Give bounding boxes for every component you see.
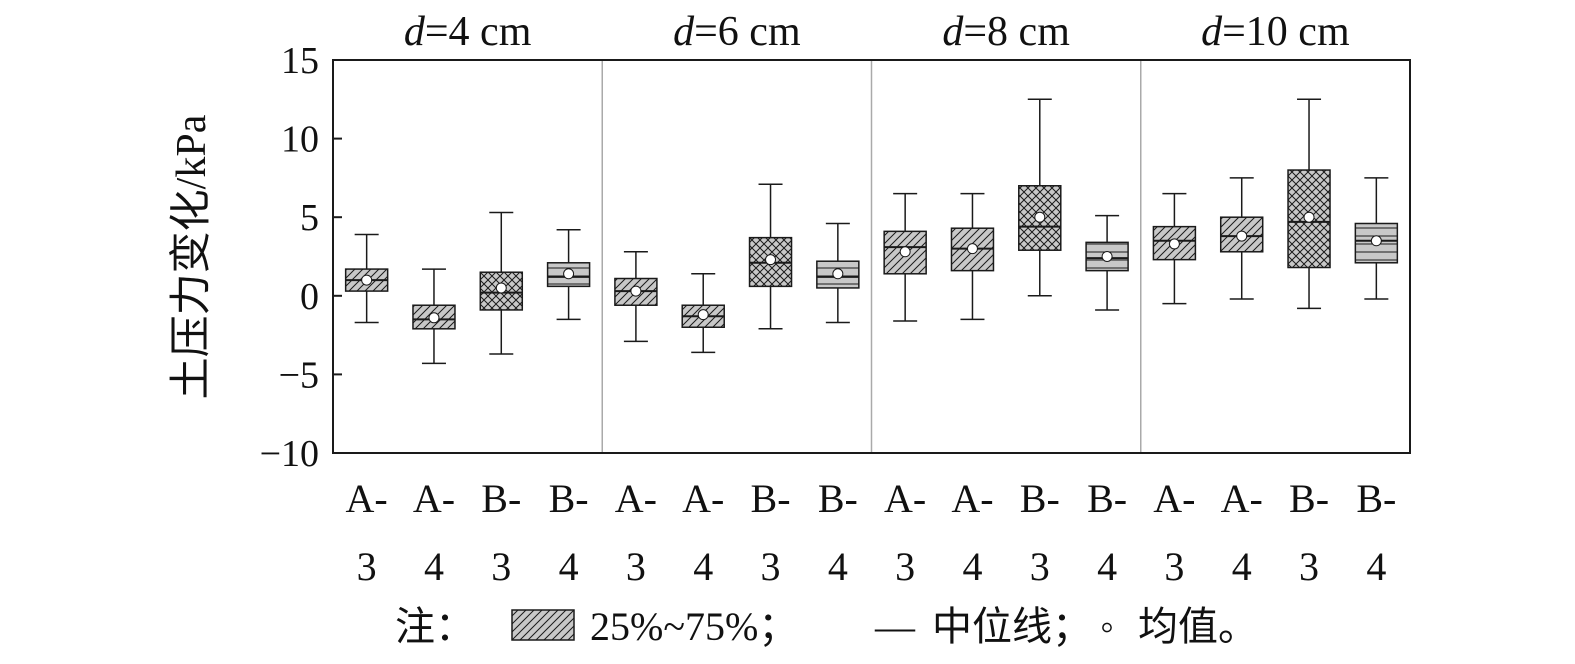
group-label: d=8 cm	[942, 9, 1070, 55]
mean-marker	[1236, 230, 1248, 242]
group-label-var: d	[1201, 9, 1223, 55]
box-item	[816, 222, 860, 324]
x-tick-label-top: B-	[1356, 476, 1396, 521]
box-item	[614, 251, 658, 343]
x-tick-label-top: B-	[481, 476, 521, 521]
x-tick-label-bottom: 3	[491, 544, 511, 589]
x-tick-label-top: A-	[413, 476, 455, 521]
x-tick-label-bottom: 3	[895, 544, 915, 589]
x-tick-label-bottom: 3	[1030, 544, 1050, 589]
box-item	[412, 268, 456, 365]
box-item	[1018, 98, 1062, 297]
group-label-var: d	[404, 9, 426, 55]
y-tick-label: −5	[279, 354, 319, 396]
mean-marker	[1101, 251, 1113, 262]
group-label: d=10 cm	[1201, 9, 1350, 55]
mean-marker	[563, 268, 575, 280]
group-label-value: =10 cm	[1222, 9, 1350, 55]
y-tick-label: −10	[260, 433, 319, 475]
mean-marker	[765, 254, 777, 266]
mean-marker	[832, 268, 844, 280]
x-tick-label-top: A-	[346, 476, 388, 521]
x-tick-label-bottom: 3	[1164, 544, 1184, 589]
x-tick-label-bottom: 4	[1232, 544, 1252, 589]
group-label-value: =8 cm	[963, 9, 1070, 55]
box-iqr	[816, 260, 860, 289]
box-item	[546, 229, 591, 321]
group-label-var: d	[942, 9, 964, 55]
box-item	[748, 183, 793, 330]
group-label-var: d	[673, 9, 695, 55]
x-tick-label-bottom: 4	[559, 544, 579, 589]
y-tick-label: 5	[300, 197, 319, 239]
note-prefix: 注：	[395, 604, 475, 649]
legend-box-swatch	[511, 609, 575, 641]
x-tick-label-top: A-	[1153, 476, 1195, 521]
box-item	[883, 192, 927, 322]
box-item	[1152, 192, 1197, 305]
x-tick-label-bottom: 4	[962, 544, 982, 589]
x-tick-label-bottom: 4	[1097, 544, 1117, 589]
x-tick-label-bottom: 3	[1299, 544, 1319, 589]
mean-marker	[630, 285, 642, 297]
x-tick-label-bottom: 3	[626, 544, 646, 589]
plot-frame	[332, 59, 1411, 454]
box-item	[950, 192, 995, 321]
legend-box-label: 25%~75%；	[590, 604, 798, 649]
mean-marker	[1370, 235, 1382, 247]
mean-marker	[428, 312, 440, 324]
y-tick-label: 15	[281, 40, 319, 82]
x-tick-label-bottom: 3	[357, 544, 377, 589]
box-item	[1287, 98, 1331, 310]
group-label: d=4 cm	[404, 9, 532, 55]
group-label-value: =6 cm	[694, 9, 801, 55]
legend-median-label: 中位线；	[932, 604, 1092, 649]
box-iqr	[479, 271, 524, 311]
mean-marker	[495, 282, 507, 294]
x-tick-label-top: B-	[818, 476, 858, 521]
x-tick-label-top: B-	[549, 476, 589, 521]
box-item	[1085, 214, 1129, 311]
mean-marker	[1168, 238, 1180, 250]
y-axis-title: 土压力变化/kPa	[168, 114, 215, 399]
box-item	[1219, 177, 1264, 300]
y-tick-label: 10	[281, 119, 319, 161]
x-tick-label-bottom: 4	[693, 544, 713, 589]
box-item	[1354, 177, 1399, 300]
box-item	[479, 211, 524, 355]
group-label: d=6 cm	[673, 9, 801, 55]
x-tick-label-top: B-	[1020, 476, 1060, 521]
legend-mean-label: 均值。	[1138, 604, 1258, 649]
box-item	[344, 233, 389, 324]
x-tick-label-top: B-	[751, 476, 791, 521]
mean-marker	[361, 274, 373, 286]
x-tick-label-top: A-	[1221, 476, 1263, 521]
x-tick-label-top: A-	[682, 476, 724, 521]
y-tick-label: 0	[300, 276, 319, 318]
x-tick-label-top: A-	[951, 476, 993, 521]
x-tick-label-bottom: 3	[761, 544, 781, 589]
legend-median-symbol: —	[874, 604, 916, 649]
x-tick-label-bottom: 4	[828, 544, 848, 589]
x-tick-label-top: A-	[615, 476, 657, 521]
mean-marker	[1303, 211, 1315, 223]
mean-marker	[899, 246, 911, 258]
mean-marker	[697, 309, 709, 321]
x-tick-label-bottom: 4	[424, 544, 444, 589]
x-tick-label-top: A-	[884, 476, 926, 521]
x-tick-label-bottom: 4	[1366, 544, 1386, 589]
legend-mean-symbol: ◦	[1100, 604, 1114, 649]
mean-marker	[966, 243, 978, 255]
group-label-value: =4 cm	[425, 9, 532, 55]
x-tick-label-top: B-	[1289, 476, 1329, 521]
box-item	[681, 273, 725, 354]
x-tick-label-top: B-	[1087, 476, 1127, 521]
mean-marker	[1034, 211, 1046, 223]
